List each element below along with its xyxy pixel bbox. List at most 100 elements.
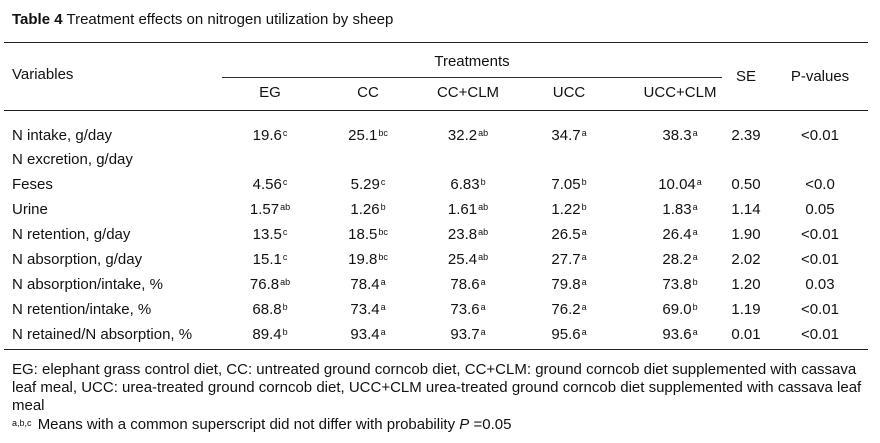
value-superscript: a <box>696 177 702 187</box>
value-number: 23.8 <box>447 226 478 243</box>
value-cell: 76.8ab <box>250 276 290 294</box>
row-label: N absorption/intake, % <box>12 276 163 293</box>
value-cell: 78.6a <box>450 276 485 294</box>
pvalue-cell: <0.0 <box>805 176 835 193</box>
value-superscript: a <box>480 277 486 287</box>
value-cell: 78.4a <box>350 276 385 294</box>
value-superscript: a <box>380 277 386 287</box>
value-cell: 95.6a <box>551 326 586 344</box>
se-cell: 2.02 <box>731 251 761 268</box>
value-superscript: a <box>581 227 587 237</box>
pvalue-cell: <0.01 <box>801 127 839 144</box>
value-cell: 79.8a <box>551 276 586 294</box>
footnote-superscript: a,b,c <box>12 418 32 428</box>
value-number: 27.7 <box>551 251 581 268</box>
value-superscript: b <box>581 177 587 187</box>
value-number: 19.6 <box>252 127 282 144</box>
value-number: 78.6 <box>450 276 480 293</box>
header-treatment-1: CC <box>357 84 379 101</box>
value-number: 1.83 <box>662 201 692 218</box>
se-cell: 1.14 <box>731 201 761 218</box>
value-cell: 26.5a <box>551 226 586 244</box>
pvalue-cell: 0.03 <box>805 276 835 293</box>
value-number: 95.6 <box>551 326 581 343</box>
footnote-abbreviations: EG: elephant grass control diet, CC: unt… <box>12 361 862 414</box>
value-superscript: a <box>692 128 698 138</box>
value-number: 4.56 <box>252 176 282 193</box>
value-number: 25.1 <box>348 127 378 144</box>
header-treatment-0: EG <box>259 84 281 101</box>
value-number: 89.4 <box>252 326 282 343</box>
value-number: 19.8 <box>348 251 378 268</box>
row-label: N retained/N absorption, % <box>12 326 193 343</box>
value-cell: 25.4ab <box>448 251 488 269</box>
value-superscript: a <box>581 302 587 312</box>
value-number: 26.5 <box>551 226 581 243</box>
value-number: 1.57 <box>249 201 280 218</box>
value-number: 15.1 <box>252 251 282 268</box>
value-number: 34.7 <box>551 127 581 144</box>
header-pvalues: P-values <box>790 68 850 85</box>
value-cell: 26.4a <box>662 226 697 244</box>
value-number: 93.4 <box>350 326 380 343</box>
pvalue-cell: <0.01 <box>801 251 839 268</box>
value-cell: 76.2a <box>551 301 586 319</box>
pvalue-cell: <0.01 <box>801 226 839 243</box>
value-cell: 1.83a <box>662 201 697 219</box>
value-number: 76.8 <box>249 276 280 293</box>
value-superscript: a <box>380 327 386 337</box>
value-number: 93.7 <box>450 326 480 343</box>
value-superscript: b <box>692 277 698 287</box>
value-superscript: a <box>380 302 386 312</box>
se-cell: 1.90 <box>731 226 761 243</box>
value-superscript: a <box>581 327 587 337</box>
row-label: Feses <box>12 176 53 193</box>
value-superscript: ab <box>478 128 489 138</box>
value-number: 79.8 <box>551 276 581 293</box>
value-cell: 73.8b <box>662 276 697 294</box>
value-cell: 6.83b <box>450 176 485 194</box>
value-number: 76.2 <box>551 301 581 318</box>
header-treatment-4: UCC+CLM <box>643 84 717 101</box>
value-superscript: ab <box>478 252 489 262</box>
value-superscript: a <box>692 252 698 262</box>
value-number: 1.61 <box>447 201 478 218</box>
value-number: 93.6 <box>662 326 692 343</box>
value-number: 38.3 <box>662 127 692 144</box>
value-superscript: c <box>282 177 288 187</box>
value-number: 73.8 <box>662 276 692 293</box>
value-superscript: bc <box>378 128 388 138</box>
pvalue-cell: <0.01 <box>801 326 839 343</box>
value-superscript: c <box>282 252 288 262</box>
value-number: 5.29 <box>350 176 380 193</box>
value-cell: 89.4b <box>252 326 287 344</box>
value-cell: 69.0b <box>662 301 697 319</box>
se-cell: 1.19 <box>731 301 761 318</box>
value-cell: 1.26b <box>350 201 385 219</box>
value-cell: 93.6a <box>662 326 697 344</box>
value-number: 26.4 <box>662 226 692 243</box>
value-cell: 32.2ab <box>448 127 488 145</box>
footnote-significance: a,b,c Means with a common superscript di… <box>12 416 872 434</box>
row-label: N retention, g/day <box>12 226 131 243</box>
value-superscript: b <box>692 302 698 312</box>
value-number: 1.22 <box>551 201 581 218</box>
value-number: 13.5 <box>252 226 282 243</box>
value-cell: 5.29c <box>351 176 386 194</box>
value-number: 73.4 <box>350 301 380 318</box>
value-cell: 38.3a <box>662 127 697 145</box>
value-superscript: a <box>480 302 486 312</box>
value-number: 78.4 <box>350 276 380 293</box>
value-superscript: b <box>282 327 288 337</box>
row-label: Urine <box>12 201 48 218</box>
header-treatment-2: CC+CLM <box>436 84 500 101</box>
value-cell: 1.57ab <box>250 201 290 219</box>
row-label: N retention/intake, % <box>12 301 152 318</box>
header-se: SE <box>735 68 757 85</box>
value-superscript: a <box>581 277 587 287</box>
value-superscript: bc <box>378 227 388 237</box>
value-cell: 28.2a <box>662 251 697 269</box>
header-rule <box>4 110 868 111</box>
footnote-p-symbol: P <box>459 416 470 433</box>
table-title: Treatment effects on nitrogen utilizatio… <box>66 11 394 28</box>
